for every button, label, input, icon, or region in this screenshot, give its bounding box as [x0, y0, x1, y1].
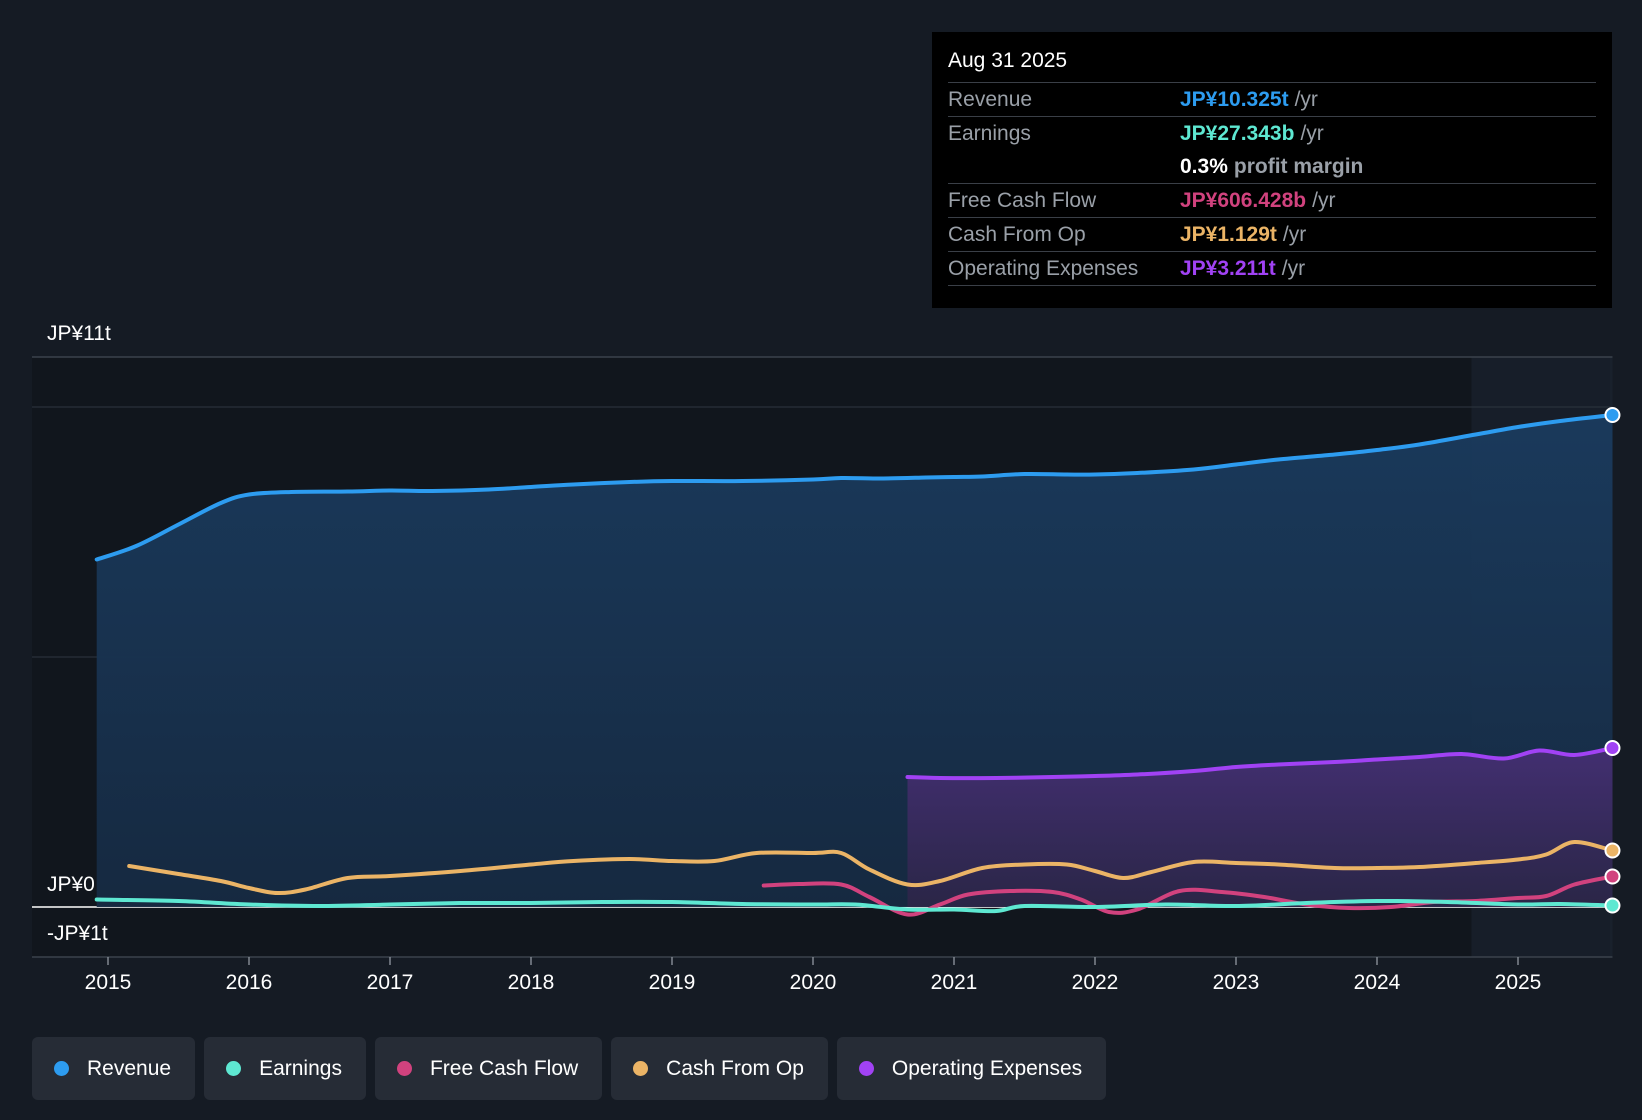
x-tick-label: 2018 [508, 971, 555, 994]
legend-item-earnings[interactable]: Earnings [204, 1037, 366, 1100]
tooltip-row-revenue: Revenue JP¥10.325t /yr [948, 83, 1596, 117]
tooltip-row-fcf: Free Cash Flow JP¥606.428b /yr [948, 184, 1596, 218]
legend-label: Earnings [259, 1056, 342, 1080]
tooltip-label: Free Cash Flow [948, 188, 1097, 212]
x-tick-label: 2017 [367, 971, 414, 994]
tooltip-unit: /yr [1282, 222, 1307, 246]
operating-expenses-line [905, 746, 1615, 781]
legend-label: Free Cash Flow [429, 1056, 579, 1080]
tooltip-date: Aug 31 2025 [948, 46, 1596, 83]
x-tick-label: 2023 [1213, 971, 1260, 994]
cash-from-op-end-point [1604, 842, 1621, 859]
legend-label: Revenue [87, 1056, 172, 1080]
legend-item-revenue[interactable]: Revenue [32, 1037, 196, 1100]
operating-expenses-end-point [1604, 740, 1621, 756]
tooltip-value: JP¥1.129t [1180, 222, 1277, 246]
legend-item-free-cash-flow[interactable]: Free Cash Flow [374, 1037, 603, 1100]
legend-item-cash-from-op[interactable]: Cash From Op [611, 1037, 828, 1100]
legend-dot-icon [54, 1061, 69, 1076]
tooltip-value: JP¥3.211t [1180, 256, 1276, 280]
legend-label: Cash From Op [666, 1056, 804, 1080]
tooltip-row-opex: Operating Expenses JP¥3.211t /yr [948, 252, 1596, 286]
tooltip-label: Revenue [948, 87, 1033, 111]
x-tick-label: 2019 [649, 971, 696, 994]
x-tick-label: 2016 [226, 971, 273, 994]
tooltip-margin-text: profit margin [1233, 154, 1364, 178]
tooltip-label: Cash From Op [948, 222, 1086, 246]
tooltip-unit: /yr [1300, 121, 1324, 145]
x-tick-label: 2021 [931, 971, 978, 994]
legend-label: Operating Expenses [891, 1056, 1083, 1080]
tooltip-unit: /yr [1312, 188, 1336, 212]
x-tick-label: 2020 [790, 971, 837, 994]
tooltip-value: JP¥10.325t [1180, 87, 1289, 111]
cash-from-op-line [127, 839, 1615, 896]
tooltip-row-cfo: Cash From Op JP¥1.129t /yr [948, 218, 1596, 252]
legend-item-operating-expenses[interactable]: Operating Expenses [836, 1037, 1107, 1100]
free-cash-flow-line [761, 874, 1615, 917]
tooltip-value: JP¥27.343b [1180, 121, 1295, 145]
y-axis-label: JP¥0 [47, 873, 95, 896]
revenue-line [94, 413, 1615, 562]
tooltip-value: JP¥606.428b [1180, 188, 1307, 212]
x-tick-label: 2025 [1495, 971, 1542, 994]
legend: Revenue Earnings Free Cash Flow Cash Fro… [32, 1037, 1107, 1100]
revenue-end-point [1604, 407, 1621, 423]
tooltip-margin-value: 0.3% [1180, 154, 1228, 178]
y-axis-label: -JP¥1t [47, 922, 108, 945]
tooltip-label: Operating Expenses [948, 256, 1139, 280]
x-tick-label: 2015 [85, 971, 132, 994]
y-axis-label: JP¥11t [47, 322, 111, 345]
tooltip-label: Earnings [948, 121, 1031, 145]
tooltip: Aug 31 2025 Revenue JP¥10.325t /yr Earni… [932, 32, 1612, 308]
tooltip-unit: /yr [1294, 87, 1318, 111]
legend-dot-icon [226, 1061, 242, 1076]
free-cash-flow-end-point [1604, 868, 1621, 885]
legend-dot-icon [858, 1061, 874, 1076]
legend-dot-icon [396, 1061, 412, 1076]
tooltip-unit: /yr [1281, 256, 1306, 280]
tooltip-row-margin: 0.3% profit margin [948, 150, 1596, 184]
chart: JP¥11t JP¥0 -JP¥1t 2015 2016 2017 2018 2019 2020… [32, 322, 1621, 994]
earnings-end-point [1604, 897, 1621, 914]
x-tick-label: 2024 [1354, 971, 1401, 994]
earnings-line [94, 897, 1615, 914]
x-tick-label: 2022 [1072, 971, 1119, 994]
tooltip-row-earnings: Earnings JP¥27.343b /yr [948, 117, 1596, 150]
legend-dot-icon [633, 1061, 649, 1076]
